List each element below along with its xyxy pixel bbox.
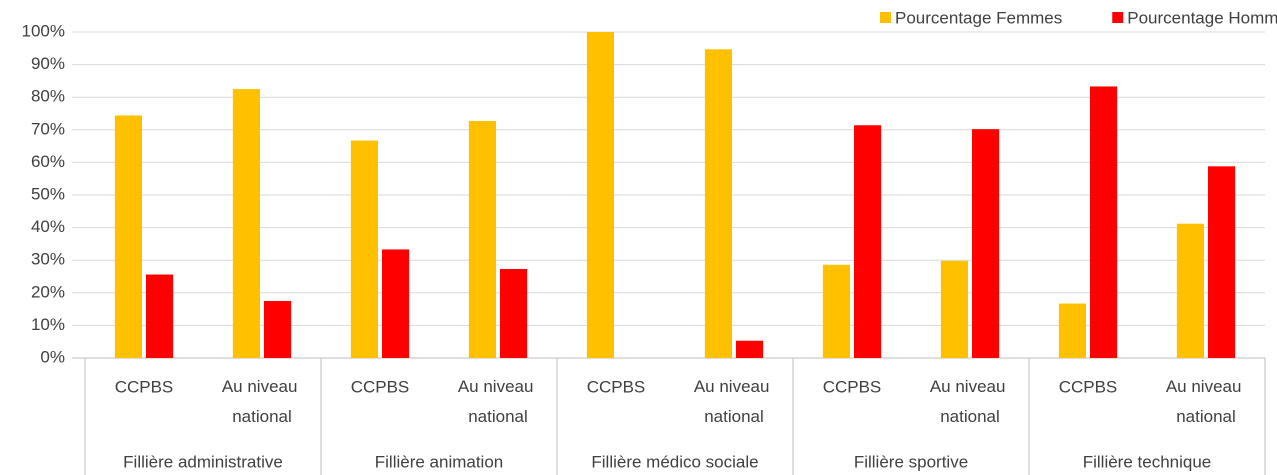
group-label: Fillière technique	[1083, 452, 1212, 471]
bar	[586, 32, 614, 358]
x-tick-label: CCPBS	[1059, 377, 1118, 396]
bar	[1176, 223, 1204, 358]
y-tick-label: 10%	[31, 315, 65, 334]
legend-swatch	[1112, 12, 1124, 23]
bar	[350, 140, 378, 358]
bar	[264, 300, 292, 358]
legend-label: Pourcentage Femmes	[895, 8, 1062, 27]
bar	[232, 89, 260, 359]
bar	[854, 125, 882, 359]
y-tick-label: 70%	[31, 119, 65, 138]
y-tick-label: 30%	[31, 250, 65, 269]
legend-swatch	[880, 12, 891, 23]
bar	[114, 115, 142, 359]
bar	[972, 129, 1000, 358]
x-tick-label: CCPBS	[823, 377, 882, 396]
x-tick-label: CCPBS	[115, 377, 174, 396]
x-tick-label: Au niveau national	[930, 377, 1010, 426]
y-tick-label: 60%	[31, 152, 65, 171]
y-tick-label: 80%	[31, 87, 65, 106]
bar	[1090, 86, 1118, 358]
bar	[736, 340, 764, 358]
y-tick-label: 20%	[31, 282, 65, 301]
legend-label: Pourcentage Hommes	[1127, 8, 1277, 27]
x-tick-label: Au niveau national	[694, 377, 774, 426]
group-label: Fillière sportive	[854, 452, 968, 471]
bar	[382, 249, 410, 358]
bar	[704, 49, 732, 358]
y-tick-label: 40%	[31, 217, 65, 236]
group-label: Fillière administrative	[123, 452, 283, 471]
bar	[500, 269, 528, 358]
bar	[822, 264, 850, 358]
x-tick-label: CCPBS	[587, 377, 646, 396]
x-tick-label: Au niveau national	[458, 377, 538, 426]
y-tick-label: 100%	[22, 21, 65, 40]
bar	[1208, 166, 1236, 358]
bar	[468, 120, 496, 358]
bar	[940, 260, 968, 358]
y-tick-label: 50%	[31, 184, 65, 203]
x-tick-label: CCPBS	[351, 377, 410, 396]
x-tick-label: Au niveau national	[1166, 377, 1246, 426]
y-tick-label: 0%	[40, 347, 65, 366]
bar	[1058, 303, 1086, 358]
bar	[146, 274, 174, 358]
x-tick-label: Au niveau national	[222, 377, 302, 426]
group-label: Fillière médico sociale	[591, 452, 758, 471]
y-tick-label: 90%	[31, 54, 65, 73]
group-label: Fillière animation	[375, 452, 504, 471]
